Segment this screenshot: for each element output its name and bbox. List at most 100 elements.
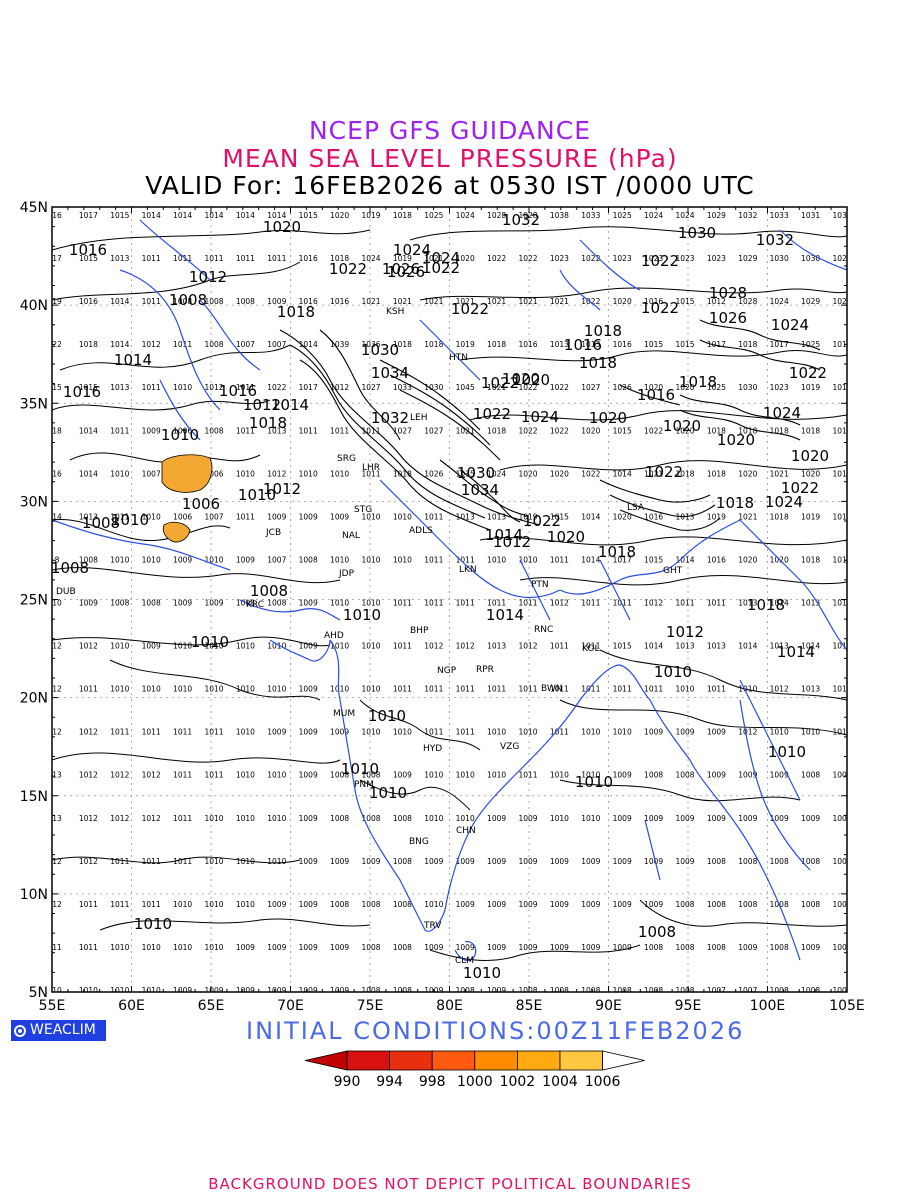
grid-value: 1008 bbox=[518, 986, 537, 995]
isobar-label: 1020 bbox=[547, 528, 585, 546]
grid-value: 1025 bbox=[801, 340, 820, 349]
grid-value: 1016 bbox=[330, 297, 349, 306]
grid-value: 1012 bbox=[707, 297, 726, 306]
grid-value: 1011 bbox=[173, 814, 192, 823]
city-label: AHD bbox=[324, 631, 344, 641]
city-label: BWN bbox=[541, 684, 563, 694]
grid-value: 1023 bbox=[707, 254, 726, 263]
grid-value: 1024 bbox=[456, 211, 475, 220]
grid-value: 1008 bbox=[299, 555, 318, 564]
isobar-label: 1016 bbox=[69, 241, 107, 259]
grid-value: 1029 bbox=[738, 254, 757, 263]
legend-swatch bbox=[474, 1050, 518, 1071]
grid-value: 1007 bbox=[707, 986, 726, 995]
logo-text: WEACLIM bbox=[30, 1022, 96, 1038]
grid-value: 1010 bbox=[550, 814, 569, 823]
grid-value: 1010 bbox=[142, 986, 161, 995]
grid-value: 1009 bbox=[173, 986, 192, 995]
grid-value: 1028 bbox=[738, 297, 757, 306]
grid-value: 1021 bbox=[487, 383, 506, 392]
grid-value: 1014 bbox=[770, 599, 789, 608]
grid-value: 1018 bbox=[487, 340, 506, 349]
grid-value: 1010 bbox=[393, 555, 412, 564]
isobar-label: 1022 bbox=[641, 299, 679, 317]
grid-value: 1022 bbox=[581, 469, 600, 478]
grid-value: 1011 bbox=[142, 254, 161, 263]
isobar-label: 1032 bbox=[502, 211, 540, 229]
grid-value: 1013 bbox=[79, 512, 98, 521]
grid-value: 1015 bbox=[79, 254, 98, 263]
grid-value: 1019 bbox=[801, 512, 820, 521]
lat-label: 40N bbox=[20, 298, 48, 314]
isobar-label: 1020 bbox=[512, 371, 550, 389]
grid-value: 1007 bbox=[738, 986, 757, 995]
grid-value: 1023 bbox=[675, 254, 694, 263]
grid-value: 1007 bbox=[236, 340, 255, 349]
grid-value: 1009 bbox=[299, 943, 318, 952]
grid-value: 1009 bbox=[581, 943, 600, 952]
isobar-label: 1030 bbox=[457, 464, 495, 482]
grid-value: 1024 bbox=[487, 469, 506, 478]
grid-value: 1012 bbox=[142, 814, 161, 823]
grid-value: 1018 bbox=[738, 340, 757, 349]
grid-value: 1024 bbox=[675, 211, 694, 220]
isobar-label: 1030 bbox=[678, 224, 716, 242]
isobar-label: 1010 bbox=[111, 511, 149, 529]
grid-value: 1010 bbox=[361, 642, 380, 651]
grid-value: 12 bbox=[52, 857, 62, 866]
grid-value: 1033 bbox=[770, 211, 789, 220]
grid-value: 1016 bbox=[613, 340, 632, 349]
grid-value: 1009 bbox=[299, 685, 318, 694]
grid-value: 1011 bbox=[518, 685, 537, 694]
grid-value: 1019 bbox=[801, 383, 820, 392]
grid-value: 1020 bbox=[613, 297, 632, 306]
grid-value: 1008 bbox=[801, 771, 820, 780]
grid-value: 1008 bbox=[393, 857, 412, 866]
low-pressure-shaded-area bbox=[161, 454, 213, 493]
grid-value: 1009 bbox=[142, 426, 161, 435]
grid-value: 1011 bbox=[173, 728, 192, 737]
grid-value: 10 bbox=[52, 986, 62, 995]
grid-value: 11 bbox=[52, 943, 62, 952]
grid-value: 1018 bbox=[330, 254, 349, 263]
isobar-label: 1018 bbox=[249, 414, 287, 432]
footer-note: BACKGROUND DOES NOT DEPICT POLITICAL BOU… bbox=[208, 1175, 692, 1193]
grid-value: 1022 bbox=[550, 426, 569, 435]
grid-value: 1008 bbox=[393, 814, 412, 823]
grid-value: 1009 bbox=[675, 728, 694, 737]
grid-value: 1009 bbox=[801, 943, 820, 952]
city-label: HTN bbox=[449, 353, 468, 363]
grid-value: 1011 bbox=[173, 340, 192, 349]
grid-value: 1010 bbox=[487, 728, 506, 737]
grid-value: 1008 bbox=[267, 599, 286, 608]
isobar-label: 1012 bbox=[263, 480, 301, 498]
grid-value: 1011 bbox=[173, 254, 192, 263]
grid-value: 1009 bbox=[267, 900, 286, 909]
grid-value: 1027 bbox=[581, 383, 600, 392]
city-label: CHN bbox=[456, 826, 476, 836]
grid-value: 1008 bbox=[361, 771, 380, 780]
grid-value: 1020 bbox=[801, 469, 820, 478]
grid-value: 1020 bbox=[738, 469, 757, 478]
grid-value: 1013 bbox=[770, 642, 789, 651]
grid-value: 1009 bbox=[299, 599, 318, 608]
grid-value: 1009 bbox=[236, 986, 255, 995]
isobar-label: 1010 bbox=[369, 784, 407, 802]
grid-value: 1008 bbox=[142, 599, 161, 608]
legend-swatch bbox=[346, 1050, 390, 1071]
grid-value: 1020 bbox=[738, 555, 757, 564]
isobar-label: 1006 bbox=[182, 495, 220, 513]
grid-value: 1010 bbox=[204, 900, 223, 909]
grid-value: 1010 bbox=[518, 728, 537, 737]
grid-value: 1009 bbox=[267, 943, 286, 952]
grid-value: 1015 bbox=[299, 211, 318, 220]
grid-value: 1010 bbox=[236, 771, 255, 780]
isobar-label: 1010 bbox=[191, 633, 229, 651]
grid-value: 1009 bbox=[675, 857, 694, 866]
grid-value: 1036 bbox=[361, 340, 380, 349]
grid-value: 1009 bbox=[644, 814, 663, 823]
grid-value: 1009 bbox=[173, 599, 192, 608]
city-label: SRG bbox=[337, 454, 356, 464]
legend-swatch bbox=[431, 1050, 476, 1071]
isobar-label: 1024 bbox=[393, 241, 431, 259]
